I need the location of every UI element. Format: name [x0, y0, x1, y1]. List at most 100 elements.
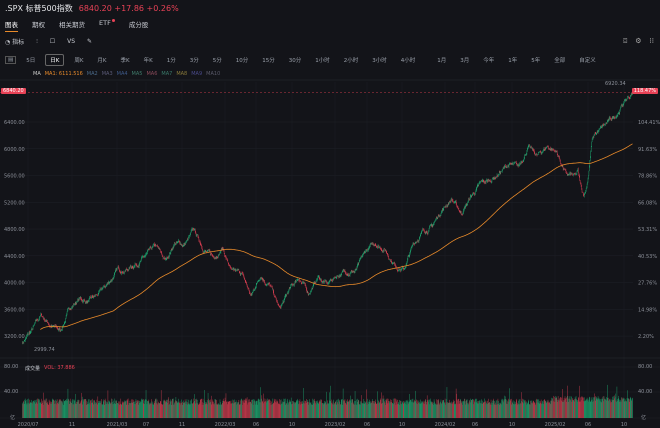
x-tick-label: 10 — [289, 422, 295, 428]
y-tick-label: 3600.00 — [4, 307, 25, 313]
period-2[interactable]: 周K — [74, 58, 84, 64]
volume-label: 成交量 — [25, 366, 41, 372]
tab-options[interactable]: 期权 — [32, 21, 45, 29]
vol-unit-right: 亿 — [641, 415, 647, 421]
tab-constituents[interactable]: 成分股 — [128, 21, 149, 29]
y-pct-tick-label: 66.08% — [638, 200, 657, 206]
x-tick-label: 06 — [253, 422, 259, 428]
ma-legend-6: MA6 — [146, 71, 158, 77]
period-8[interactable]: 5分 — [212, 58, 222, 64]
x-tick-label: 07 — [143, 422, 149, 428]
x-tick-label: 2022/03 — [215, 422, 236, 428]
y-pct-tick-label: 104.41% — [638, 120, 660, 126]
ma-legend-2: MA2 — [86, 71, 98, 77]
vol-tick-40-right: 40.00 — [638, 389, 653, 395]
period-selector: ▤ 5日 日K 周K 月K 季K 年K 1分 3分 5分 10分 15分 30分 1小时 2小时 3小时 4小时… — [5, 54, 606, 66]
y-pct-tick-label: 53.31% — [638, 227, 657, 233]
y-tick-label: 5200.00 — [4, 200, 25, 206]
period-16[interactable]: 1月 — [437, 58, 447, 64]
period-20[interactable]: 5年 — [531, 58, 541, 64]
ma1-line — [40, 143, 633, 330]
x-tick-label: 10 — [509, 422, 515, 428]
period-19[interactable]: 1年 — [508, 58, 518, 64]
grid-icon[interactable]: ⁞⁞ — [649, 37, 654, 45]
period-22[interactable]: 自定义 — [579, 58, 596, 64]
ma-legend-10: MA10 — [206, 71, 221, 77]
x-tick-label: 2020/07 — [18, 422, 39, 428]
x-tick-label: 10 — [399, 422, 405, 428]
y-tick-label: 5600.00 — [4, 174, 25, 180]
tab-chart[interactable]: 图表 — [5, 19, 18, 32]
period-7[interactable]: 3分 — [189, 58, 199, 64]
ma-label: MA — [33, 71, 41, 77]
gauge-icon: ◔ — [5, 39, 11, 46]
x-tick-label: 11 — [69, 422, 75, 428]
ma-legend-9: MA9 — [191, 71, 203, 77]
period-12[interactable]: 1小时 — [315, 58, 330, 64]
indicator-button[interactable]: ◔ 指标 — [5, 37, 24, 46]
pct-tag: 118.47% — [631, 88, 658, 94]
x-tick-label: 2024/02 — [435, 422, 456, 428]
period-18[interactable]: 今年 — [483, 58, 495, 64]
period-5[interactable]: 年K — [143, 58, 153, 64]
x-tick-label: 11 — [179, 422, 185, 428]
tab-etf[interactable]: ETF — [99, 19, 115, 32]
camera-icon[interactable]: ⌼ — [623, 37, 628, 45]
y-tick-label: 3200.00 — [4, 334, 25, 340]
x-tick-label: 06 — [472, 422, 478, 428]
x-tick-label: 06 — [364, 422, 370, 428]
period-6[interactable]: 1分 — [166, 58, 176, 64]
vol-tick-80-right: 80.00 — [638, 364, 653, 370]
period-0[interactable]: 5日 — [26, 58, 36, 64]
y-tick-label: 4400.00 — [4, 254, 25, 260]
period-9[interactable]: 10分 — [235, 58, 249, 64]
low-label: 2999.74 — [34, 347, 55, 353]
period-3[interactable]: 月K — [97, 58, 107, 64]
y-pct-tick-label: 78.86% — [638, 174, 657, 180]
notification-dot — [111, 19, 115, 22]
period-10[interactable]: 15分 — [262, 58, 275, 64]
indicator-label: 指标 — [12, 39, 25, 46]
x-tick-label: 2025/02 — [545, 422, 566, 428]
y-pct-tick-label: 27.76% — [638, 281, 657, 287]
y-tick-label: 6400.00 — [4, 120, 25, 126]
period-13[interactable]: 2小时 — [343, 58, 359, 64]
volume-legend: 成交量 VOL: 37.886 — [25, 365, 75, 372]
price-change: +17.86 — [114, 4, 144, 13]
x-tick-label: 2021/03 — [107, 422, 128, 428]
period-4[interactable]: 季K — [120, 58, 130, 64]
period-11[interactable]: 30分 — [288, 58, 302, 64]
period-14[interactable]: 3小时 — [372, 58, 387, 64]
price-tag: 6840.20 — [1, 88, 26, 94]
y-pct-tick-label: 40.53% — [638, 254, 657, 260]
x-tick-label: 10 — [621, 422, 627, 428]
tab-etf-label: ETF — [99, 19, 111, 27]
ma-legend-7: MA7 — [161, 71, 173, 77]
tab-futures[interactable]: 相关期货 — [59, 21, 85, 29]
vol-tick-80: 80.00 — [4, 364, 19, 370]
compare-button[interactable]: VS — [67, 38, 76, 45]
period-1[interactable]: 日K — [45, 54, 65, 66]
pencil-icon[interactable]: ✎ — [87, 38, 93, 45]
y-pct-tick-label: 91.63% — [638, 147, 657, 153]
rectangle-icon[interactable]: ☐ — [49, 38, 56, 45]
y-tick-label: 4000.00 — [4, 281, 25, 287]
vol-tick-40: 40.00 — [4, 389, 19, 395]
y-tick-label: 4800.00 — [4, 227, 25, 233]
candle-type-icon[interactable]: ⫶ — [36, 37, 38, 45]
vol-unit: 亿 — [10, 415, 16, 421]
period-17[interactable]: 3月 — [460, 58, 470, 64]
chart-toolbar: ◔ 指标 ⫶ ☐ VS ✎ — [5, 37, 93, 47]
high-label: 6920.34 — [605, 81, 626, 87]
ma1-value: MA1: 6111.516 — [44, 71, 83, 77]
period-15[interactable]: 4小时 — [400, 58, 416, 64]
y-pct-tick-label: 2.20% — [638, 334, 654, 340]
ma-legend-8: MA8 — [176, 71, 188, 77]
ma-legend-5: MA5 — [131, 71, 143, 77]
sidebar-toggle-icon[interactable]: ▤ — [5, 56, 17, 64]
period-21[interactable]: 全部 — [554, 58, 566, 64]
gear-icon[interactable]: ⚙ — [635, 37, 642, 45]
ma-legend-3: MA3 — [101, 71, 113, 77]
last-price: 6840.20 — [78, 4, 112, 13]
